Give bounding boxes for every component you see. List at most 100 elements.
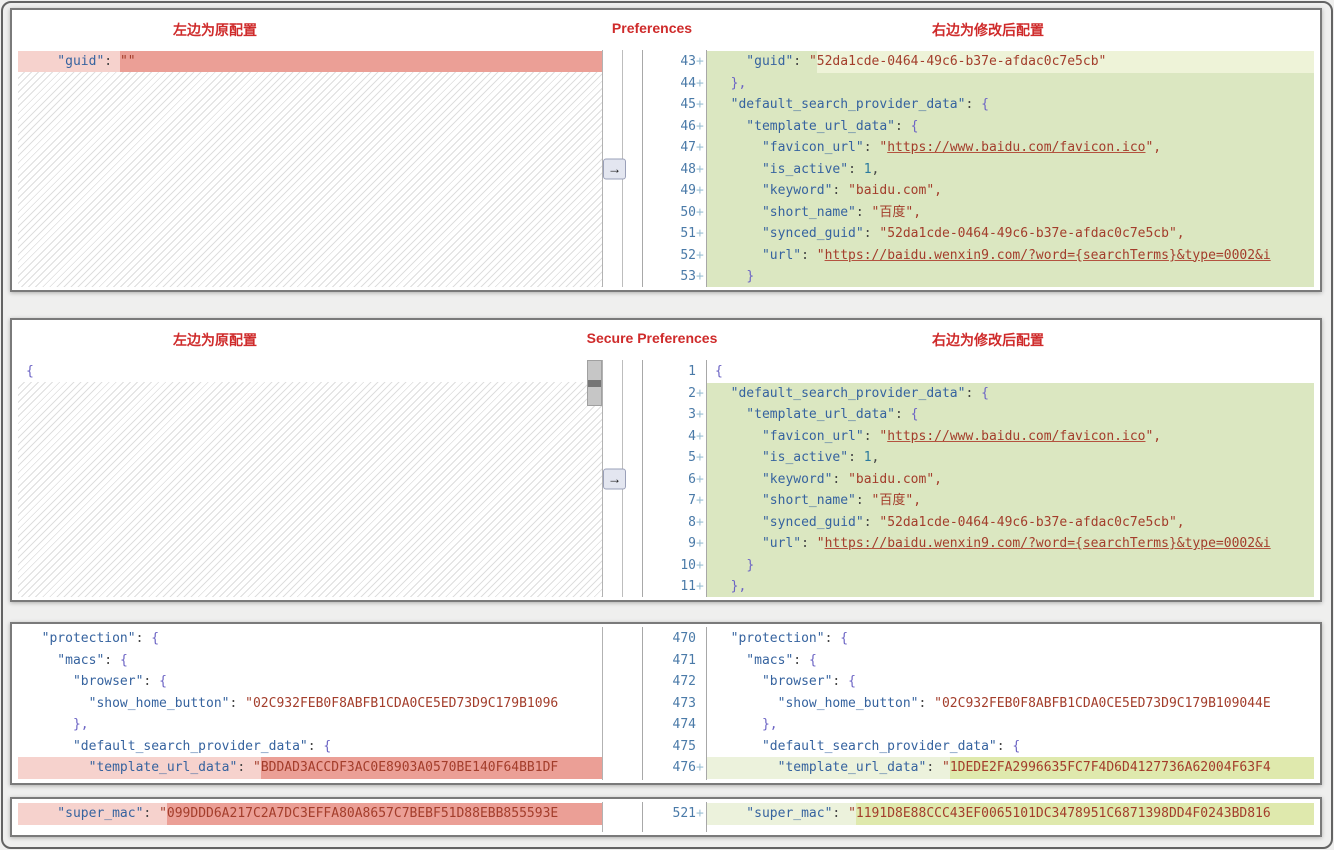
code-line[interactable]: "browser": { [18, 671, 602, 693]
original-config-pane[interactable]: "guid": "" [18, 50, 603, 287]
code-line[interactable]: "synced_guid": "52da1cde-0464-49c6-b37e-… [707, 223, 1314, 245]
code-line[interactable]: "show_home_button": "02C932FEB0F8ABFB1CD… [707, 693, 1314, 715]
highlight-fill [135, 51, 602, 73]
code-line[interactable]: "browser": { [707, 671, 1314, 693]
added-line-marker [696, 736, 706, 758]
line-number-column: 470 471 472 473 474 475 476 + [643, 627, 707, 780]
code-segment: : [801, 247, 817, 263]
code-line[interactable]: "protection": { [18, 628, 602, 650]
panel-title: Secure Preferences [586, 330, 718, 346]
code-line[interactable]: "favicon_url": " https://www.baidu.com/fa… [707, 137, 1314, 159]
code-line[interactable]: }, [707, 72, 1314, 94]
original-config-pane[interactable]: { [18, 360, 603, 597]
highlight-fill [1270, 803, 1314, 825]
code-line[interactable]: "template_url_data": { [707, 404, 1314, 426]
code-line[interactable]: "template_url_data": { [707, 115, 1314, 137]
code-line[interactable]: { [18, 361, 602, 383]
added-line-marker: + [696, 760, 704, 775]
code-segment: 1DEDE2FA2996635FC7F4D6D4127736A62004F63F… [949, 757, 1271, 779]
added-line-marker: + [696, 226, 704, 241]
line-number-value: 476 [672, 760, 696, 775]
code-line[interactable]: "super_mac": " 099DDD6A217C2A7DC3EFFA80A8… [18, 803, 602, 825]
code-line[interactable]: } [707, 554, 1314, 576]
code-line[interactable]: { [707, 361, 1314, 383]
code-line[interactable]: "favicon_url": " https://www.baidu.com/fa… [707, 425, 1314, 447]
original-config-pane[interactable]: "protection": { "macs": { "browser": { "… [18, 627, 603, 780]
code-segment: : [996, 738, 1013, 754]
code-segment: : [863, 514, 880, 530]
code-line[interactable]: "guid": " 52da1cde-0464-49c6-b37e-afdac0c… [707, 51, 1314, 73]
panel-header: 左边为原配置 Secure Preferences 右边为修改后配置 [12, 320, 1320, 358]
code-segment: 1 [863, 161, 872, 177]
code-segment: "is_active" [715, 161, 849, 177]
code-line[interactable]: "default_search_provider_data": { [707, 736, 1314, 758]
code-line[interactable]: "short_name": "百度", [707, 490, 1314, 512]
code-segment: 099DDD6A217C2A7DC3EFFA80A8657C7BEBF51D88… [166, 803, 559, 825]
code-line[interactable]: "short_name": "百度", [707, 201, 1314, 223]
code-line[interactable]: "default_search_provider_data": { [18, 736, 602, 758]
code-segment: " [941, 760, 950, 775]
code-segment: : [237, 760, 253, 775]
merge-arrow-button[interactable]: → [603, 158, 626, 179]
code-segment: }, [730, 579, 747, 594]
code-segment: " [816, 247, 825, 263]
diff-view: "guid": "" → 43 +44 +45 +46 +47 +48 +49 +50 +51 +52… [18, 50, 1314, 287]
code-segment: , [871, 450, 880, 465]
code-line[interactable]: "super_mac": " 1191D8E88CCC43EF0065101DC3… [707, 803, 1314, 825]
vertical-scrollbar-thumb[interactable] [587, 360, 602, 406]
code-line[interactable]: }, [707, 714, 1314, 736]
code-segment: "keyword" [715, 183, 833, 198]
code-segment: "short_name" [715, 493, 856, 508]
added-line-marker: + [696, 247, 704, 263]
line-number-value: 49 [680, 183, 696, 198]
merge-arrow-button[interactable]: → [603, 468, 626, 489]
modified-config-pane[interactable]: "protection": { "macs": { "browser": { "… [707, 627, 1314, 780]
code-line[interactable]: "template_url_data": " BDDAD3ACCDF3AC0E89… [18, 757, 602, 779]
line-number-value: 52 [680, 247, 696, 263]
line-number: 53 + [643, 266, 706, 288]
highlight-fill [1106, 51, 1314, 73]
code-segment: : [848, 450, 864, 465]
code-line[interactable]: "keyword": "baidu.com", [707, 468, 1314, 490]
added-line-marker [696, 650, 706, 672]
modified-config-pane[interactable]: { "default_search_provider_data": { "tem… [707, 360, 1314, 597]
modified-config-pane[interactable]: "guid": " 52da1cde-0464-49c6-b37e-afdac0c… [707, 50, 1314, 287]
code-segment: "protection" [26, 631, 136, 646]
code-line[interactable]: "default_search_provider_data": { [707, 94, 1314, 116]
code-line[interactable]: "macs": { [707, 650, 1314, 672]
line-number-value: 44 [680, 75, 696, 91]
panel-title: Preferences [611, 20, 693, 36]
modified-config-pane[interactable]: "super_mac": " 1191D8E88CCC43EF0065101DC3… [707, 802, 1314, 832]
added-line-marker [696, 361, 706, 383]
added-line-marker: + [696, 183, 704, 198]
code-line[interactable]: "synced_guid": "52da1cde-0464-49c6-b37e-… [707, 511, 1314, 533]
code-line[interactable]: "is_active": 1, [707, 158, 1314, 180]
diff-panel-secure-preferences: 左边为原配置 Secure Preferences 右边为修改后配置 {→ 1 2 +… [10, 318, 1322, 602]
code-segment: "is_active" [715, 450, 849, 465]
code-segment: "52da1cde-0464-49c6-b37e-afdac0c7e5cb", [879, 514, 1185, 530]
code-line[interactable]: }, [707, 576, 1314, 597]
line-number: 472 [643, 671, 706, 693]
code-line[interactable]: "url": " https://baidu.wenxin9.com/?word=… [707, 533, 1314, 555]
code-line[interactable]: "keyword": "baidu.com", [707, 180, 1314, 202]
code-line[interactable]: } [707, 266, 1314, 287]
code-line[interactable]: "url": " https://baidu.wenxin9.com/?word=… [707, 244, 1314, 266]
code-line[interactable]: "default_search_provider_data": { [707, 382, 1314, 404]
code-line[interactable]: "show_home_button": "02C932FEB0F8ABFB1CD… [18, 693, 602, 715]
code-segment: { [1012, 738, 1021, 754]
code-line[interactable]: "protection": { [707, 628, 1314, 650]
code-line[interactable]: "template_url_data": " 1DEDE2FA2996635FC7… [707, 757, 1314, 779]
code-line[interactable]: "macs": { [18, 650, 602, 672]
code-line[interactable]: }, [18, 714, 602, 736]
original-config-pane[interactable]: "super_mac": " 099DDD6A217C2A7DC3EFFA80A8… [18, 802, 603, 832]
code-segment: { [848, 674, 856, 689]
line-number-value: 471 [672, 652, 696, 668]
code-segment: { [119, 652, 128, 668]
code-line[interactable]: "guid": "" [18, 51, 602, 73]
line-number-value: 53 [680, 269, 696, 284]
line-number-value: 43 [680, 54, 696, 69]
code-line[interactable]: "is_active": 1, [707, 447, 1314, 469]
code-segment: "url" [715, 247, 802, 263]
line-number: 470 [643, 628, 706, 650]
line-number: 9 + [643, 533, 706, 555]
